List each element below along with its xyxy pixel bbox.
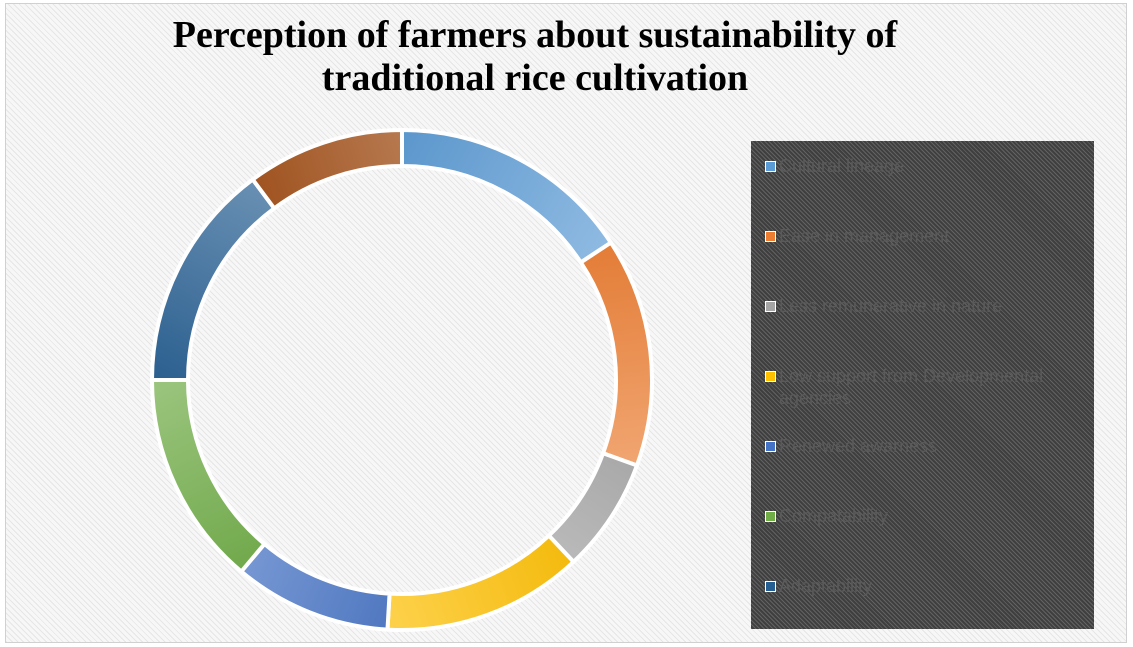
- legend-swatch: [765, 511, 776, 522]
- legend-item-adaptability: Adaptability: [765, 575, 1090, 597]
- legend-label: Compatability: [779, 506, 889, 526]
- chart-title: Perception of farmers about sustainabili…: [172, 14, 898, 99]
- legend-label: Low support from Developmental agencies: [779, 366, 1044, 408]
- legend-item-compatability: Compatability: [765, 505, 1090, 527]
- legend-swatch: [765, 441, 776, 452]
- legend-label: Cultural lineage: [779, 156, 905, 176]
- legend-label: Adaptability: [779, 576, 873, 596]
- legend-swatch: [765, 371, 776, 382]
- donut-segment-renewed-awarness: [239, 541, 392, 632]
- donut-segment-unlabeled: [250, 128, 404, 211]
- legend-item-less-remunerative: Less remunerative in nature: [765, 295, 1090, 317]
- legend-swatch: [765, 161, 776, 172]
- legend-label: Ease in management: [779, 226, 950, 246]
- donut-segment-adaptability: [150, 177, 277, 382]
- donut-segment-less-remunerative-in-nature: [546, 451, 639, 564]
- legend-label: Less remunerative in nature: [779, 296, 1003, 316]
- legend-label: Renewed awarness: [779, 436, 938, 456]
- legend-swatch: [765, 301, 776, 312]
- legend: Cultural lineage Ease in management Less…: [751, 141, 1094, 629]
- donut-segment-compatability: [150, 378, 267, 574]
- donut-segment-ease-in-management: [578, 240, 654, 468]
- legend-swatch: [765, 581, 776, 592]
- donut-segment-low-support-from-developmental-agencies: [385, 533, 576, 632]
- legend-item-cultural-lineage: Cultural lineage: [765, 155, 1090, 177]
- legend-item-low-support: Low support from Developmental agencies: [765, 365, 1090, 409]
- legend-item-renewed-awarness: Renewed awarness: [765, 435, 1090, 457]
- legend-item-ease-in-management: Ease in management: [765, 225, 1090, 247]
- legend-swatch: [765, 231, 776, 242]
- donut-segment-cultural-lineage: [400, 128, 613, 265]
